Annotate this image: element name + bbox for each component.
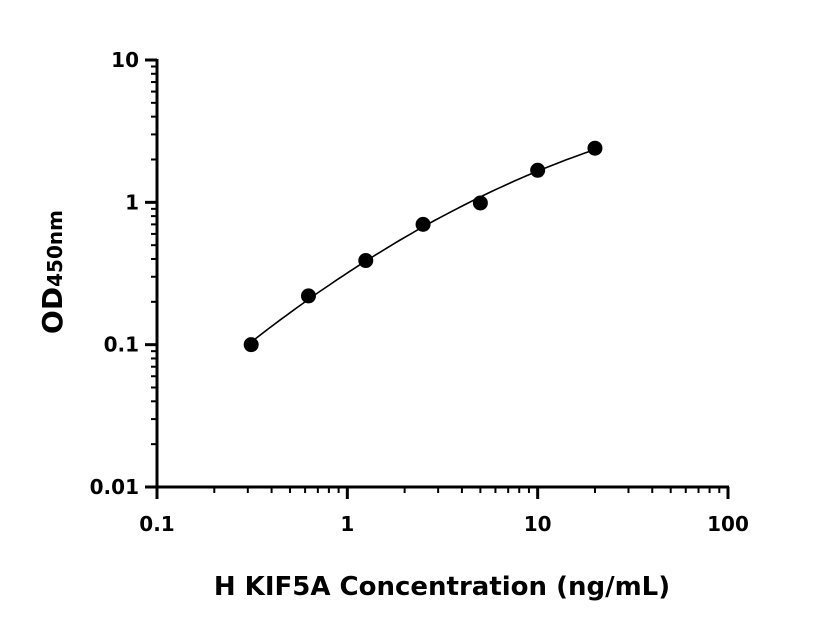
x-axis-label: H KIF5A Concentration (ng/mL): [214, 572, 670, 602]
x-tick-label: 1: [340, 512, 354, 536]
y-axis-label-subscript: 450nm: [43, 210, 67, 287]
data-point: [300, 288, 316, 304]
data-point: [472, 195, 488, 211]
data-point: [587, 140, 603, 156]
data-point: [415, 216, 431, 232]
y-axis-label: OD450nm: [36, 210, 69, 334]
y-tick-label: 10: [111, 48, 139, 72]
y-tick-label: 0.1: [104, 333, 139, 357]
x-tick-label: 100: [707, 512, 749, 536]
data-points: [243, 140, 603, 353]
axes: [145, 58, 730, 499]
data-point: [530, 162, 546, 178]
x-tick-label: 0.1: [139, 512, 174, 536]
data-point: [358, 253, 374, 269]
fit-curve: [250, 148, 596, 343]
y-axis-label-main: OD: [36, 287, 69, 334]
y-tick-label: 1: [125, 190, 139, 214]
data-point: [243, 337, 259, 353]
x-tick-label: 10: [524, 512, 552, 536]
y-tick-label: 0.01: [90, 475, 139, 499]
